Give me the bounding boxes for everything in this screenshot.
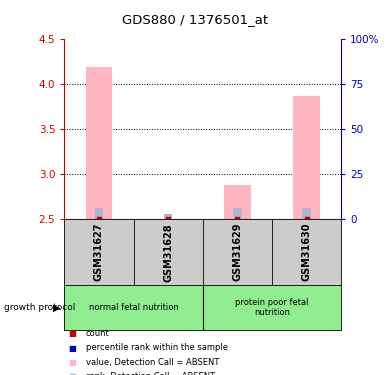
- Bar: [95, 208, 103, 219]
- Bar: [224, 185, 250, 219]
- Text: ■: ■: [68, 358, 76, 367]
- Text: ▶: ▶: [53, 303, 60, 312]
- Text: percentile rank within the sample: percentile rank within the sample: [86, 344, 228, 352]
- Text: normal fetal nutrition: normal fetal nutrition: [89, 303, 179, 312]
- Text: protein poor fetal
nutrition: protein poor fetal nutrition: [235, 298, 309, 317]
- Text: GSM31627: GSM31627: [94, 223, 104, 281]
- Bar: [303, 208, 311, 219]
- Text: GDS880 / 1376501_at: GDS880 / 1376501_at: [122, 13, 268, 26]
- Bar: [164, 213, 172, 219]
- Bar: [86, 67, 112, 219]
- Text: ■: ■: [68, 329, 76, 338]
- Text: GSM31630: GSM31630: [301, 223, 312, 281]
- Text: GSM31628: GSM31628: [163, 223, 173, 282]
- Text: value, Detection Call = ABSENT: value, Detection Call = ABSENT: [86, 358, 219, 367]
- Bar: [233, 208, 241, 219]
- Text: growth protocol: growth protocol: [4, 303, 75, 312]
- Text: count: count: [86, 329, 110, 338]
- Text: GSM31629: GSM31629: [232, 223, 243, 281]
- Bar: [203, 285, 341, 330]
- Text: ■: ■: [68, 372, 76, 375]
- Bar: [294, 96, 320, 219]
- Bar: [64, 285, 203, 330]
- Text: ■: ■: [68, 344, 76, 352]
- Text: rank, Detection Call = ABSENT: rank, Detection Call = ABSENT: [86, 372, 215, 375]
